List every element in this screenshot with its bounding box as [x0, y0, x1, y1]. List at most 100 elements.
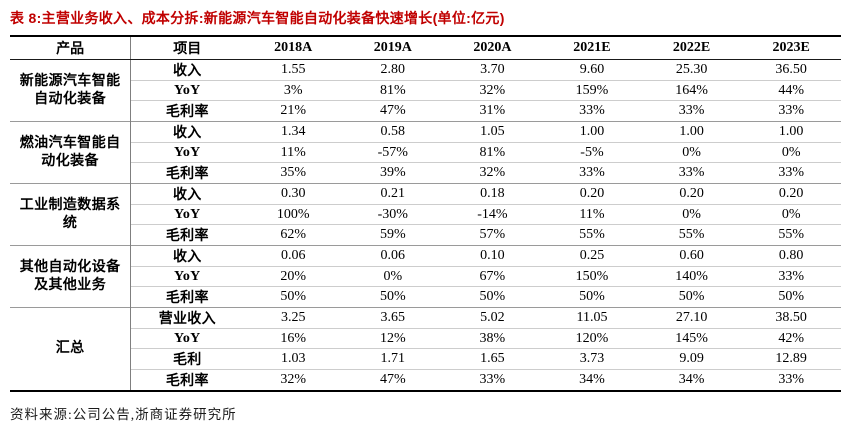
table-row: 汇总 营业收入 3.25 3.65 5.02 11.05 27.10 38.50: [10, 307, 841, 391]
value-cell: 33%: [741, 369, 841, 391]
table-row: YoY 3% 81% 32% 159% 164% 44%: [10, 80, 841, 101]
value-cell: 0%: [342, 266, 443, 287]
value-cell: 3.65: [342, 307, 443, 329]
value-cell: 11.05: [542, 307, 642, 329]
value-cell: 9.60: [579, 62, 605, 77]
value-cell: 0.25: [542, 245, 642, 267]
value-cell: 47%: [342, 369, 443, 391]
col-header-item: 项目: [130, 36, 244, 60]
col-header-2023e: 2023E: [741, 36, 841, 60]
product-cell: 燃油汽车智能自动化装备: [10, 121, 132, 184]
value-cell: 1.00: [542, 121, 642, 143]
value-cell: 3%: [243, 80, 343, 101]
value-cell: 33%: [542, 162, 642, 184]
value-cell: 0.58: [342, 121, 443, 143]
value-cell: 81%: [342, 80, 443, 101]
value-cell: 33%: [641, 162, 742, 184]
value-cell: 81%: [442, 142, 543, 163]
value-cell: 0%: [741, 142, 841, 163]
value-cell: 150%: [542, 266, 642, 287]
value-cell: 32%: [442, 80, 543, 101]
value-cell: 0.06: [342, 245, 443, 267]
value-cell: 50%: [342, 286, 443, 308]
product-cell: 其他自动化设备及其他业务: [10, 245, 132, 308]
col-header-2021e: 2021E: [542, 36, 642, 60]
item-cell: YoY: [130, 328, 244, 349]
value-cell: 50%: [442, 286, 543, 308]
item-cell: 毛利率: [130, 369, 244, 391]
item-cell: 毛利: [130, 348, 244, 370]
value-cell: 31%: [442, 100, 543, 122]
value-cell: 2.80: [380, 62, 406, 77]
value-cell: 1.71: [342, 348, 443, 370]
value-cell: 42%: [741, 328, 841, 349]
item-cell: 毛利率: [130, 162, 244, 184]
value-cell: 0.80: [741, 245, 841, 267]
value-cell: -14%: [442, 204, 543, 225]
value-cell: 33%: [641, 100, 742, 122]
value-cell: -5%: [542, 142, 642, 163]
value-cell: 0.21: [342, 183, 443, 205]
value-cell: 1.34: [243, 121, 343, 143]
value-cell: 38.50: [741, 307, 841, 329]
value-cell: 16%: [243, 328, 343, 349]
value-cell: 21%: [243, 100, 343, 122]
value-cell: 34%: [641, 369, 742, 391]
value-cell: 11%: [243, 142, 343, 163]
table-title: 表 8:主营业务收入、成本分拆:新能源汽车智能自动化装备快速增长(单位:亿元): [10, 10, 505, 26]
value-cell: 34%: [542, 369, 642, 391]
table-row: 毛利 1.03 1.71 1.65 3.73 9.09 12.89: [10, 348, 841, 370]
value-cell: 38%: [442, 328, 543, 349]
value-cell: 120%: [542, 328, 642, 349]
value-cell: 145%: [641, 328, 742, 349]
col-header-2018a: 2018A: [243, 36, 343, 60]
value-cell: 0.20: [641, 183, 742, 205]
value-cell: 50%: [741, 286, 841, 308]
item-cell: 收入: [173, 64, 202, 79]
value-cell: 36.50: [775, 62, 807, 77]
value-cell: 44%: [741, 80, 841, 101]
col-header-2020a: 2020A: [442, 36, 543, 60]
product-cell: 新能源汽车智能自动化装备: [10, 59, 132, 122]
value-cell: 33%: [741, 100, 841, 122]
value-cell: 0.06: [243, 245, 343, 267]
item-cell: 营业收入: [130, 307, 244, 329]
revenue-breakdown-table: 产品 项目 2018A 2019A 2020A 2021E 2022E 2023…: [10, 35, 841, 392]
value-cell: 20%: [243, 266, 343, 287]
value-cell: 0.10: [442, 245, 543, 267]
col-header-2022e: 2022E: [641, 36, 742, 60]
value-cell: 0.20: [542, 183, 642, 205]
value-cell: 3.25: [243, 307, 343, 329]
item-cell: YoY: [130, 266, 244, 287]
value-cell: 25.30: [675, 62, 708, 77]
value-cell: 62%: [243, 224, 343, 246]
value-cell: 1.55: [280, 62, 306, 77]
item-cell: 收入: [130, 183, 244, 205]
value-cell: 0%: [741, 204, 841, 225]
col-header-2019a: 2019A: [342, 36, 443, 60]
item-cell: 毛利率: [130, 224, 244, 246]
table-row: YoY 100% -30% -14% 11% 0% 0%: [10, 204, 841, 225]
value-cell: 12.89: [741, 348, 841, 370]
value-cell: 0.18: [442, 183, 543, 205]
table-row: 其他自动化设备及其他业务 收入 0.06 0.06 0.10 0.25 0.60 0.80: [10, 245, 841, 308]
value-cell: 9.09: [641, 348, 742, 370]
table-row: 工业制造数据系统 收入 0.30 0.21 0.18 0.20 0.20 0.20: [10, 183, 841, 246]
table-row: 新能源汽车智能自动化装备 收入 1.55 2.80 3.70 9.60 25.30 36.50: [10, 59, 841, 122]
value-cell: 55%: [641, 224, 742, 246]
item-cell: YoY: [130, 142, 244, 163]
value-cell: 5.02: [442, 307, 543, 329]
source-note: 资料来源:公司公告,浙商证券研究所: [10, 407, 237, 422]
value-cell: 3.70: [480, 62, 505, 77]
value-cell: 1.00: [741, 121, 841, 143]
value-cell: 1.05: [442, 121, 543, 143]
value-cell: -30%: [342, 204, 443, 225]
value-cell: 11%: [542, 204, 642, 225]
value-cell: 1.03: [243, 348, 343, 370]
value-cell: 33%: [741, 266, 841, 287]
value-cell: 27.10: [641, 307, 742, 329]
value-cell: -57%: [342, 142, 443, 163]
value-cell: 0.60: [641, 245, 742, 267]
item-cell: YoY: [130, 80, 244, 101]
